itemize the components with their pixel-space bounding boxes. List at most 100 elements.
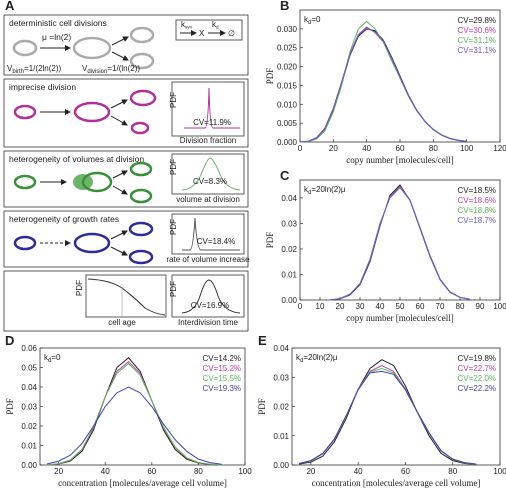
inset-cv: CV=18.4%: [197, 237, 235, 246]
series-line: [299, 27, 467, 143]
inset-ylabel: PDF: [169, 159, 178, 175]
y-tick-label: 0.03: [281, 219, 297, 228]
series-line: [46, 362, 222, 466]
inset-caption: Division fraction: [180, 136, 236, 145]
y-tick-label: 0.02: [273, 403, 289, 412]
y-tick-label: 0.000: [277, 138, 298, 147]
arrow: [111, 36, 129, 46]
inset-curve: [181, 157, 241, 191]
x-axis-label: copy number [molecules/cell]: [346, 313, 453, 323]
x-axis-label: concentration [molecules/average cell vo…: [58, 478, 227, 488]
series-line: [329, 184, 471, 301]
inset-ylabel: PDF: [169, 219, 178, 235]
series-line: [299, 26, 467, 143]
series-line: [329, 185, 471, 301]
y-tick-label: 0.010: [277, 100, 298, 109]
x-tick-label: 40: [362, 144, 371, 153]
inset-ylabel: PDF: [169, 281, 178, 297]
annotation-part: =0: [311, 15, 321, 24]
inset-cv: CV=11.9%: [193, 118, 231, 127]
reaction-box: [175, 19, 243, 41]
legend-entry: CV=22.0%: [458, 374, 496, 383]
y-tick-label: 0.01: [273, 432, 289, 441]
x-tick-label: 100: [460, 144, 474, 153]
k: k: [181, 20, 186, 29]
arrow: [110, 99, 128, 109]
sub: division: [87, 69, 107, 75]
y-tick-label: 0.00: [281, 296, 297, 305]
x-tick-label: 80: [194, 467, 203, 476]
sub: d: [216, 25, 219, 30]
box: [3, 14, 249, 76]
panel-label: A: [5, 0, 15, 13]
sub: birth: [12, 69, 24, 75]
inset-cv: CV=8.3%: [193, 177, 227, 186]
x-tick-label: 50: [396, 302, 405, 311]
inset-caption: cell age: [108, 318, 136, 327]
k-d: kd: [212, 20, 219, 30]
series-line: [329, 186, 471, 301]
rate: μ =ln(2): [42, 32, 71, 42]
annotation: kd=0: [304, 15, 321, 26]
box-title: heterogeneity of growth rates: [9, 214, 119, 224]
x-tick-label: 40: [101, 467, 110, 476]
y-axis-label: PDF: [257, 398, 267, 415]
series-line: [299, 359, 477, 465]
inset-curve: [87, 278, 166, 316]
box-title: heterogeneity of volumes at division: [9, 154, 144, 164]
inset-caption: rate of volume increase: [166, 255, 250, 264]
x-tick-label: 0: [298, 302, 303, 311]
panel-label: C: [280, 168, 290, 183]
panel-label: B: [280, 0, 289, 13]
box: [3, 270, 249, 332]
x-axis-label: copy number [molecules/cell]: [346, 155, 453, 165]
cell: [13, 104, 37, 120]
chart: E 20 40 60 80 100 0.00 0.01 0.02 0.03 0.04 concentr…: [257, 333, 506, 488]
legend-entry: CV=18.8%: [458, 206, 496, 215]
legend-entry: CV=14.2%: [203, 354, 241, 363]
inset: [171, 153, 245, 195]
x-tick-label: 20: [54, 467, 63, 476]
rest: =1/(ln(2)): [107, 64, 140, 73]
annotation-part: =20ln(2)μ: [311, 185, 346, 194]
inset-caption: Interdivision time: [178, 318, 239, 327]
cell: [129, 89, 157, 107]
cell: [13, 174, 37, 190]
annotation: kd=0: [44, 353, 61, 364]
cell: [13, 235, 37, 251]
annotation-part: k: [304, 185, 309, 194]
inset-curve: [182, 217, 240, 251]
x-tick-label: 120: [493, 144, 506, 153]
inset-curve: [184, 87, 240, 129]
legend-entry: CV=18.6%: [458, 196, 496, 205]
x-tick-label: 100: [493, 467, 506, 476]
x-tick-label: 80: [456, 302, 465, 311]
y-tick-label: 0.030: [277, 25, 298, 34]
cell: [129, 161, 153, 177]
legend-entry: CV=19.3%: [203, 384, 241, 393]
x-tick-label: 0: [298, 144, 303, 153]
cell: [128, 249, 154, 265]
chart: D 20 40 60 80 100 0.00 0.01 0.02 0.03 0.04 0.05 0.06…: [5, 333, 252, 488]
y-tick-label: 0.02: [21, 422, 37, 431]
series-line: [298, 370, 477, 465]
legend-entry: CV=15.5%: [203, 374, 241, 383]
legend-entry: CV=18.7%: [458, 216, 496, 225]
species: X: [199, 29, 205, 38]
box-title: deterministic cell divisions: [9, 18, 107, 28]
sub: syn: [185, 25, 193, 30]
annotation-sub: d: [48, 358, 51, 364]
legend-entry: CV=19.8%: [458, 354, 496, 363]
cell: [81, 171, 113, 193]
arrow: [111, 51, 129, 61]
v-birth: Vbirth=1/(2ln(2)): [7, 64, 61, 75]
y-tick-label: 0.020: [277, 63, 298, 72]
x-tick-label: 100: [238, 467, 252, 476]
annotation: kd=20ln(2)μ: [304, 185, 346, 196]
y-tick-label: 0.03: [21, 403, 37, 412]
panel-label: D: [5, 333, 14, 348]
x-tick-label: 60: [396, 144, 405, 153]
x-tick-label: 20: [306, 467, 315, 476]
legend-entry: CV=29.8%: [458, 16, 496, 25]
annotation-part: k: [304, 15, 309, 24]
